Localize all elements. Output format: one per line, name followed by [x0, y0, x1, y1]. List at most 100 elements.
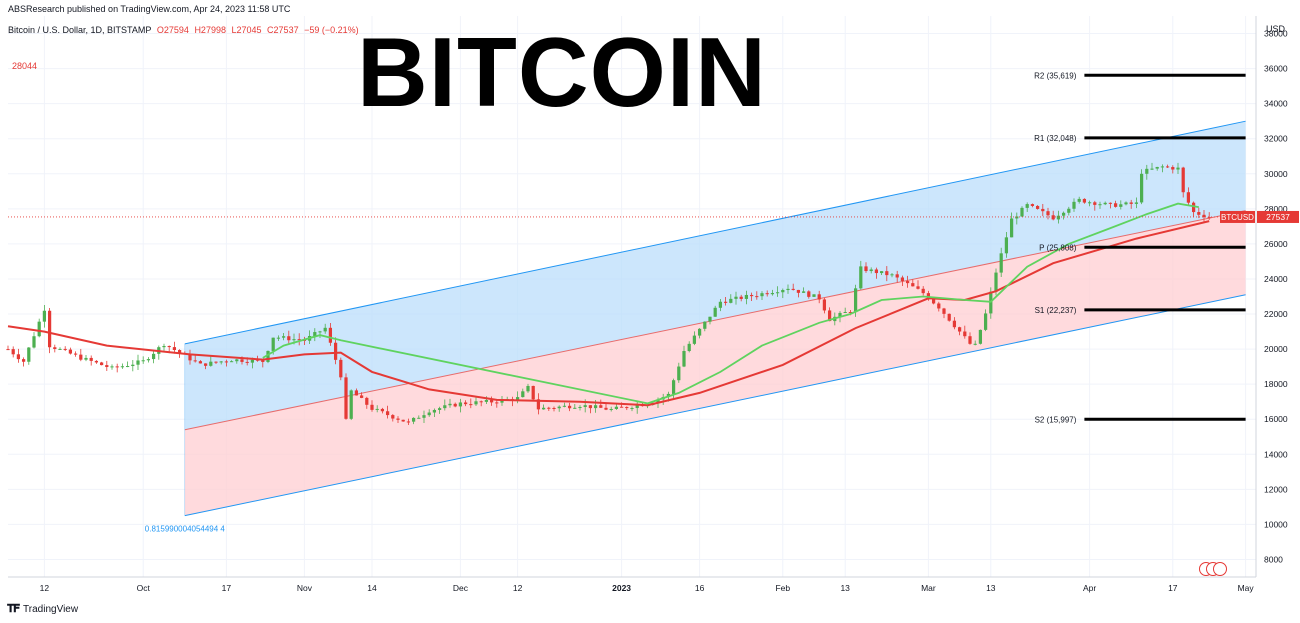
candle-up: [671, 380, 676, 394]
candle-down: [380, 408, 385, 412]
candle-down: [1129, 202, 1133, 204]
y-tick-label: 12000: [1264, 484, 1288, 494]
candle-down: [968, 336, 972, 344]
x-tick-label: 17: [1168, 583, 1178, 593]
candle-up: [1155, 166, 1159, 169]
candle-up: [635, 405, 639, 409]
candle-down: [94, 360, 99, 363]
candle-down: [822, 299, 827, 311]
y-tick-label: 8000: [1264, 554, 1283, 564]
x-tick-label: 2023: [612, 583, 631, 593]
candle-up: [1119, 204, 1123, 207]
candle-down: [1051, 215, 1055, 220]
candle-down: [479, 401, 483, 403]
candle-up: [578, 406, 582, 408]
candle-up: [853, 288, 858, 313]
candle-up: [1061, 212, 1066, 216]
candle-down: [885, 271, 889, 276]
published-by-line: ABSResearch published on TradingView.com…: [8, 4, 291, 14]
y-tick-label: 26000: [1264, 239, 1288, 249]
candle-down: [588, 405, 593, 409]
x-tick-label: 16: [695, 583, 705, 593]
candle-down: [1041, 208, 1045, 212]
candle-up: [978, 329, 983, 344]
candle-down: [63, 348, 67, 350]
candle-down: [401, 419, 405, 422]
candle-up: [1004, 237, 1009, 254]
candle-up: [37, 321, 41, 337]
candle-down: [900, 277, 905, 282]
candle-up: [432, 409, 437, 413]
candle-up: [458, 402, 463, 407]
candle-up: [427, 412, 431, 416]
candle-down: [911, 283, 915, 287]
channel-upper-line: [184, 120, 1246, 345]
y-tick-label: 28000: [1264, 204, 1288, 214]
pivot-level-label: P (25,808): [1039, 243, 1077, 252]
candle-up: [1176, 167, 1180, 170]
candle-up: [349, 390, 353, 419]
candle-up: [120, 366, 125, 368]
candle-up: [1145, 168, 1149, 174]
candle-up: [973, 343, 977, 345]
symbol-tag-text: BTCUSD: [1221, 213, 1254, 222]
candle-up: [734, 296, 738, 299]
price-tag-bg: [1257, 210, 1299, 223]
candle-down: [1046, 211, 1050, 216]
compare-symbols-icon[interactable]: [1199, 562, 1229, 576]
candle-down: [188, 354, 192, 361]
candle-down: [224, 361, 229, 363]
candle-down: [89, 357, 93, 361]
candle-up: [692, 335, 697, 344]
footer-brand[interactable]: TradingView: [23, 604, 79, 615]
candle-down: [619, 406, 624, 408]
candle-up: [1020, 207, 1024, 217]
candle-down: [1093, 202, 1097, 205]
y-tick-label: 18000: [1264, 379, 1288, 389]
candle-up: [869, 269, 873, 272]
channel-anchor-label: 0.815990004054494 4: [145, 525, 226, 534]
candle-down: [1191, 202, 1196, 213]
last-price-tag: BTCUSD 27537: [1220, 210, 1299, 223]
candle-down: [796, 289, 801, 293]
pivot-level-label: S1 (22,237): [1035, 306, 1077, 315]
candle-down: [817, 294, 821, 300]
x-tick-label: 17: [222, 583, 232, 593]
candle-up: [437, 408, 442, 410]
candle-up: [411, 417, 416, 422]
candle-down: [1082, 198, 1087, 203]
candle-up: [656, 399, 660, 403]
candle-up: [375, 408, 379, 410]
candle-up: [1077, 198, 1081, 202]
candle-up: [276, 337, 281, 339]
candle-up: [775, 292, 780, 294]
y-tick-label: 24000: [1264, 274, 1288, 284]
candle-up: [32, 336, 36, 348]
candle-down: [344, 377, 348, 419]
candle-down: [214, 361, 218, 363]
candle-up: [838, 312, 842, 317]
candle-up: [760, 293, 764, 297]
ohlc-open: O27594: [156, 25, 189, 35]
candle-up: [250, 359, 255, 363]
candle-down: [874, 269, 879, 274]
candle-up: [1025, 204, 1029, 208]
candle-up: [42, 310, 47, 322]
candle-down: [931, 299, 936, 304]
candle-down: [536, 399, 541, 410]
candle-up: [1139, 173, 1144, 203]
candle-up: [677, 366, 681, 381]
symbol-legend[interactable]: Bitcoin / U.S. Dollar, 1D, BITSTAMP O275…: [8, 25, 362, 35]
candle-down: [1113, 203, 1118, 207]
candle-down: [105, 365, 109, 368]
candle-down: [723, 301, 728, 303]
candle-up: [318, 331, 322, 333]
candle-down: [895, 274, 899, 278]
candle-down: [864, 266, 868, 272]
candle-down: [198, 361, 203, 364]
candle-up: [313, 332, 317, 337]
candle-up: [110, 366, 114, 368]
candle-down: [167, 345, 171, 348]
x-tick-label: Nov: [297, 583, 313, 593]
